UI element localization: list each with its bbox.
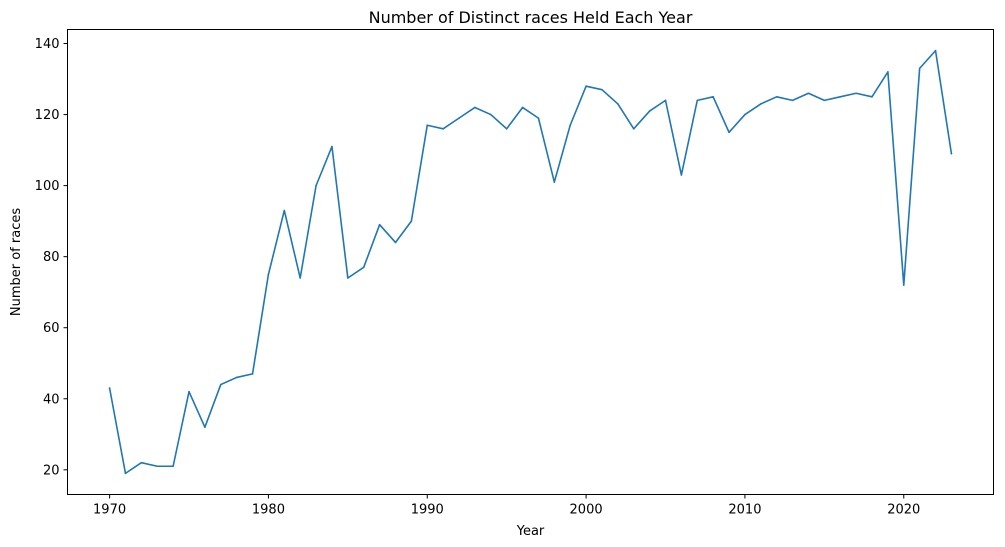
data-point-1972 xyxy=(140,461,143,464)
data-point-2009 xyxy=(728,131,730,134)
data-point-2013 xyxy=(791,99,794,102)
data-point-1975 xyxy=(188,390,190,393)
x-tick-label-2000: 2000 xyxy=(570,503,603,518)
y-tick-label-40: 40 xyxy=(43,392,60,407)
data-point-2012 xyxy=(775,96,778,98)
data-point-2002 xyxy=(617,103,619,105)
data-point-2016 xyxy=(839,96,842,98)
data-point-2006 xyxy=(680,174,683,176)
data-point-1970 xyxy=(108,387,111,389)
plot-frame xyxy=(67,29,994,495)
data-point-1989 xyxy=(410,220,413,222)
data-point-1999 xyxy=(569,124,572,127)
y-tick-label-120: 120 xyxy=(35,108,60,123)
data-point-1998 xyxy=(553,181,556,183)
data-point-1991 xyxy=(442,127,444,130)
x-tick-label-1970: 1970 xyxy=(93,503,126,518)
x-tick-label-2020: 2020 xyxy=(887,503,920,518)
data-point-1994 xyxy=(489,113,492,116)
y-tick-label-80: 80 xyxy=(43,250,60,265)
y-tick-label-140: 140 xyxy=(35,37,60,52)
data-point-1984 xyxy=(331,145,333,148)
data-point-1978 xyxy=(235,376,238,379)
data-point-2014 xyxy=(807,92,810,95)
data-point-2010 xyxy=(744,113,746,116)
data-point-1992 xyxy=(458,117,460,119)
data-point-1971 xyxy=(124,472,127,475)
data-point-1986 xyxy=(362,266,365,269)
x-tick-label-2010: 2010 xyxy=(728,503,761,518)
plot-content xyxy=(108,49,953,475)
data-point-2008 xyxy=(712,96,714,98)
data-point-2011 xyxy=(760,103,762,105)
data-point-1985 xyxy=(347,277,349,279)
data-point-1982 xyxy=(299,277,301,279)
data-point-2021 xyxy=(918,67,921,70)
x-tick-label-1990: 1990 xyxy=(411,503,444,518)
data-point-1987 xyxy=(378,223,381,226)
data-point-2004 xyxy=(648,110,651,112)
data-point-2017 xyxy=(855,92,857,95)
y-axis-label: Number of races xyxy=(9,208,24,316)
data-point-1983 xyxy=(315,184,317,187)
data-point-1993 xyxy=(474,106,476,109)
data-point-2018 xyxy=(871,96,873,98)
data-point-1996 xyxy=(521,106,524,109)
x-tick-label-1980: 1980 xyxy=(252,503,285,518)
data-point-2020 xyxy=(902,284,905,286)
data-point-1979 xyxy=(251,373,254,375)
data-point-1977 xyxy=(219,383,222,386)
x-axis-label: Year xyxy=(516,524,545,539)
data-point-1995 xyxy=(505,127,508,130)
series-line xyxy=(108,49,953,475)
data-point-2000 xyxy=(585,85,587,87)
data-point-1981 xyxy=(283,209,286,212)
data-point-2015 xyxy=(823,99,826,102)
data-point-1980 xyxy=(267,273,270,276)
data-point-1990 xyxy=(426,124,429,127)
data-point-2003 xyxy=(632,127,635,130)
x-axis: 1970 1980 1990 2000 2010 2020 xyxy=(93,494,920,518)
data-point-2019 xyxy=(887,71,889,73)
y-tick-label-20: 20 xyxy=(43,463,60,478)
y-tick-label-60: 60 xyxy=(43,321,60,336)
data-point-1973 xyxy=(156,465,159,468)
data-point-1974 xyxy=(172,465,174,468)
data-point-1976 xyxy=(204,426,206,428)
data-point-2023 xyxy=(950,152,953,155)
data-point-2005 xyxy=(664,99,667,102)
data-point-1997 xyxy=(537,117,540,119)
data-point-2001 xyxy=(601,88,603,91)
data-point-2022 xyxy=(934,49,937,52)
data-point-2007 xyxy=(696,99,699,102)
data-point-1988 xyxy=(394,241,397,244)
y-tick-label-100: 100 xyxy=(35,179,60,194)
y-axis: 20 40 60 80 100 120 140 xyxy=(35,37,68,478)
chart-title: Number of Distinct races Held Each Year xyxy=(369,8,693,27)
